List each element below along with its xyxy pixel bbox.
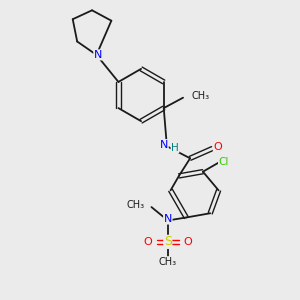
Text: N: N [160, 140, 168, 150]
Text: S: S [164, 236, 172, 248]
Text: N: N [94, 50, 102, 60]
Text: H: H [171, 142, 179, 153]
Text: CH₃: CH₃ [191, 91, 209, 101]
Text: CH₃: CH₃ [159, 257, 177, 267]
Text: CH₃: CH₃ [127, 200, 145, 210]
Text: O: O [184, 237, 192, 247]
Text: Cl: Cl [218, 157, 229, 167]
Text: O: O [143, 237, 152, 247]
Text: N: N [164, 214, 172, 224]
Text: O: O [213, 142, 222, 152]
